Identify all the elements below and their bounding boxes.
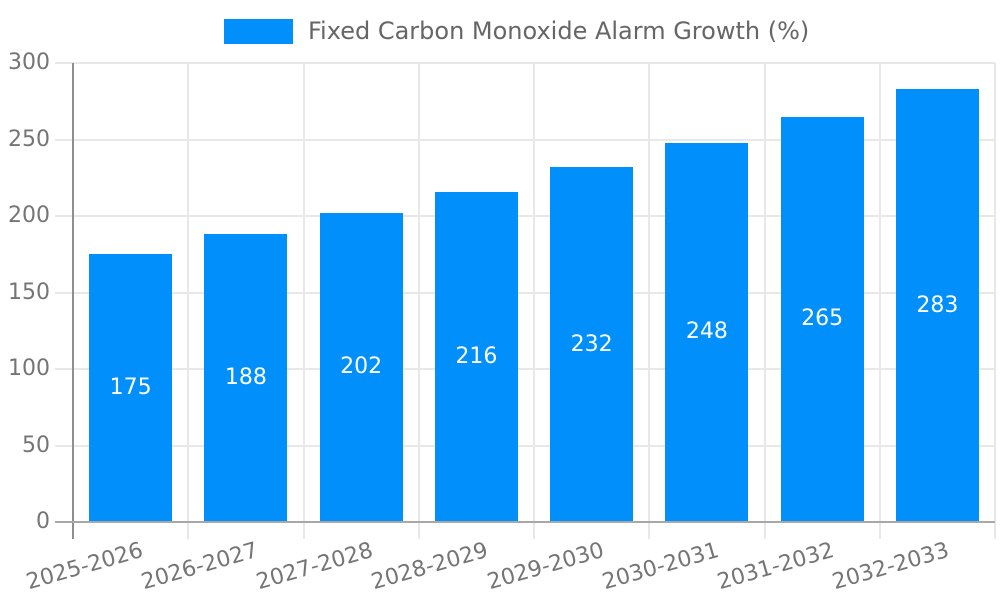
grid-line-horizontal — [55, 368, 995, 370]
x-tick-label: 2031-2032 — [714, 538, 838, 596]
bar — [895, 89, 979, 522]
x-tick-label: 2032-2033 — [830, 538, 953, 596]
x-tick-label: 2026-2027 — [138, 538, 261, 596]
x-axis-tick — [302, 522, 305, 539]
grid-line-horizontal — [55, 215, 995, 217]
grid-line-vertical — [187, 63, 190, 522]
bar-value-label: 188 — [224, 365, 267, 391]
y-tick-label: 50 — [22, 432, 50, 458]
bar-value-label: 202 — [340, 354, 383, 380]
grid-line-vertical — [533, 63, 535, 522]
x-tick-label: 2029-2030 — [484, 538, 607, 596]
bar — [550, 167, 634, 522]
legend-swatch-icon — [224, 18, 293, 44]
grid-line-horizontal — [55, 62, 995, 64]
x-axis-line — [55, 521, 995, 523]
bar — [319, 212, 403, 522]
bar — [665, 142, 749, 522]
bar-value-label: 216 — [455, 343, 498, 369]
x-tick-label: 2028-2029 — [369, 538, 492, 596]
y-tick-label: 200 — [8, 203, 50, 228]
bar — [204, 234, 288, 522]
bar — [434, 191, 518, 522]
y-axis-line — [72, 63, 74, 539]
bar-value-label: 232 — [570, 331, 613, 357]
grid-line-vertical — [417, 63, 420, 522]
x-axis-tick — [763, 522, 766, 539]
bar — [780, 116, 864, 522]
x-axis-tick — [878, 522, 881, 539]
bar-value-label: 265 — [801, 306, 844, 332]
grid-line-vertical — [648, 63, 651, 522]
bar-value-label: 248 — [685, 319, 728, 345]
x-axis-tick — [417, 522, 420, 539]
y-tick-label: 250 — [8, 126, 50, 152]
grid-line-vertical — [302, 63, 305, 522]
bar — [89, 254, 173, 522]
grid-line-vertical — [878, 63, 881, 522]
x-tick-label: 2027-2028 — [253, 538, 377, 596]
y-tick-label: 100 — [8, 356, 50, 381]
legend-label: Fixed Carbon Monoxide Alarm Growth (%) — [308, 17, 810, 45]
x-axis-tick — [648, 522, 651, 539]
x-axis-tick — [187, 522, 190, 539]
x-axis-tick — [994, 522, 996, 539]
x-axis-tick — [533, 522, 535, 539]
x-tick-label: 2030-2031 — [599, 538, 722, 596]
bar-value-label: 283 — [916, 292, 959, 318]
chart-legend: Fixed Carbon Monoxide Alarm Growth (%) — [224, 17, 809, 45]
grid-line-horizontal — [55, 291, 995, 294]
grid-line-horizontal — [55, 444, 995, 447]
y-tick-label: 300 — [8, 50, 50, 75]
x-tick-label: 2025-2026 — [23, 538, 146, 596]
grid-line-vertical — [763, 63, 766, 522]
y-tick-label: 150 — [8, 279, 50, 305]
bar-value-label: 175 — [109, 375, 152, 401]
grid-line-horizontal — [55, 138, 995, 141]
y-tick-label: 0 — [36, 509, 50, 534]
grid-line-vertical — [994, 63, 996, 522]
